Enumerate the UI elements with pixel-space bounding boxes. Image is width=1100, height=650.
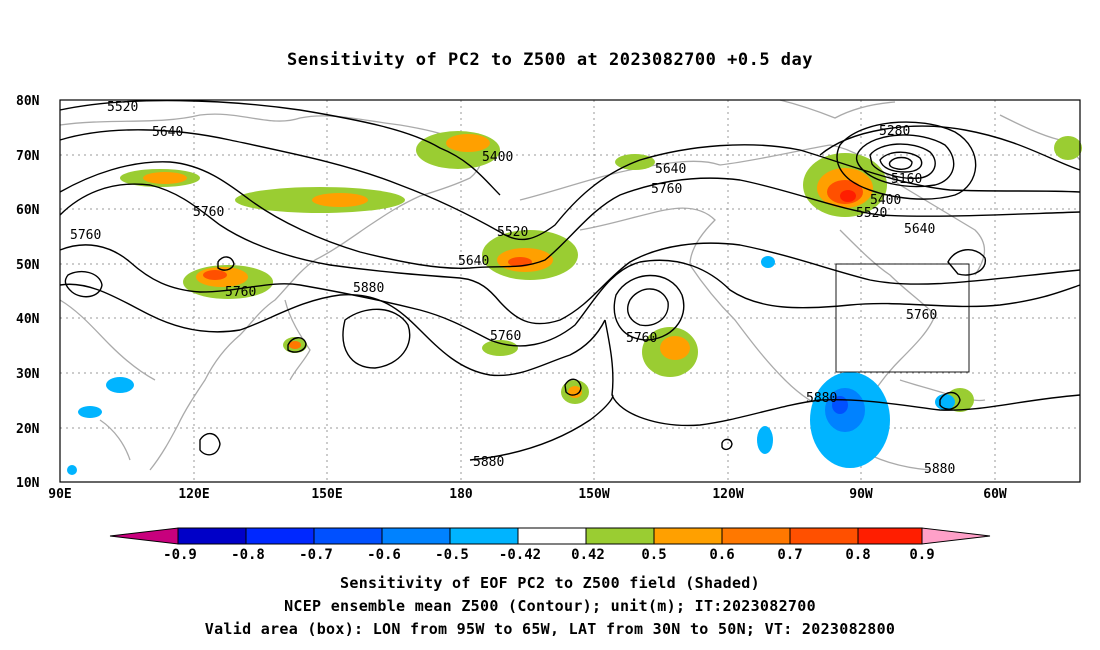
colorbar-segment	[313, 527, 383, 545]
contour-label: 5880	[353, 281, 384, 296]
lon-tick-label: 90E	[48, 487, 71, 502]
colorbar-high-extend	[921, 527, 991, 545]
lat-tick-label: 70N	[16, 149, 40, 164]
colorbar-tick-label: -0.5	[435, 547, 469, 563]
colorbar-tick-label: 0.6	[709, 547, 734, 563]
lat-tick-label: 50N	[16, 258, 40, 273]
lat-tick-label: 80N	[16, 94, 40, 109]
colorbar-segment	[381, 527, 451, 545]
contour-label: 5160	[891, 172, 922, 187]
contour-label: 5760	[906, 308, 937, 323]
caption-line-1: Sensitivity of EOF PC2 to Z500 field (Sh…	[340, 574, 760, 592]
contour-label: 5640	[152, 125, 183, 140]
contour-label: 5760	[193, 205, 224, 220]
lon-tick-label: 60W	[983, 487, 1007, 502]
contour-label: 5400	[870, 193, 901, 208]
contour-label: 5520	[497, 225, 528, 240]
contour-label: 5280	[879, 124, 910, 139]
lat-tick-label: 40N	[16, 312, 40, 327]
contour-label: 5520	[107, 100, 138, 115]
caption-line-3: Valid area (box): LON from 95W to 65W, L…	[204, 620, 896, 638]
colorbar-segment	[585, 527, 655, 545]
lat-tick-label: 60N	[16, 203, 40, 218]
colorbar: -0.9 -0.8 -0.7 -0.6 -0.5 -0.42 0.42 0.5 …	[109, 527, 991, 563]
lon-tick-label: 150E	[311, 487, 342, 502]
contour-label: 5760	[626, 331, 657, 346]
contour-label: 5520	[856, 206, 887, 221]
colorbar-segment	[789, 527, 859, 545]
colorbar-tick-label: -0.9	[163, 547, 197, 563]
lat-tick-label: 30N	[16, 367, 40, 382]
lon-tick-label: 120E	[178, 487, 209, 502]
contour-label: 5400	[482, 150, 513, 165]
colorbar-segment	[177, 527, 247, 545]
caption-line-2: NCEP ensemble mean Z500 (Contour); unit(…	[284, 597, 816, 615]
colorbar-low-extend	[109, 527, 179, 545]
colorbar-tick-label: 0.9	[909, 547, 934, 563]
valid-area-box	[835, 263, 970, 373]
map-frame	[59, 99, 1081, 483]
contour-label: 5880	[473, 455, 504, 470]
longitude-axis: 90E 120E 150E 180 150W 120W 90W 60W	[48, 487, 1007, 502]
contour-label: 5640	[904, 222, 935, 237]
colorbar-segment	[449, 527, 519, 545]
contour-label: 5760	[70, 228, 101, 243]
colorbar-tick-label: -0.8	[231, 547, 265, 563]
lat-tick-label: 10N	[16, 476, 40, 491]
colorbar-tick-label: 0.5	[641, 547, 666, 563]
contour-label: 5640	[655, 162, 686, 177]
contour-label: 5760	[490, 329, 521, 344]
colorbar-segment	[857, 527, 923, 545]
contour-label: 5880	[806, 391, 837, 406]
colorbar-segment	[653, 527, 723, 545]
contour-labels: 5520 5640 5760 5760 5760 5880 5400 5520 …	[70, 100, 955, 477]
colorbar-tick-label: 0.42	[571, 547, 605, 563]
colorbar-segment	[517, 527, 587, 545]
latitude-axis: 80N 70N 60N 50N 40N 30N 20N 10N	[16, 94, 40, 491]
colorbar-segment	[245, 527, 315, 545]
colorbar-tick-label: -0.7	[299, 547, 333, 563]
contour-label: 5640	[458, 254, 489, 269]
contour-label: 5760	[651, 182, 682, 197]
lon-tick-label: 90W	[849, 487, 873, 502]
colorbar-tick-label: -0.42	[499, 547, 541, 563]
contour-label: 5880	[924, 462, 955, 477]
colorbar-tick-label: 0.8	[845, 547, 870, 563]
colorbar-tick-label: -0.6	[367, 547, 401, 563]
contour-label: 5760	[225, 285, 256, 300]
z500-contours	[59, 99, 1081, 461]
sensitivity-shading	[67, 131, 1082, 475]
colorbar-segment	[721, 527, 791, 545]
lon-tick-label: 180	[449, 487, 473, 502]
lon-tick-label: 150W	[578, 487, 609, 502]
colorbar-tick-label: 0.7	[777, 547, 802, 563]
lon-tick-label: 120W	[712, 487, 743, 502]
lat-tick-label: 20N	[16, 422, 40, 437]
plot-title: Sensitivity of PC2 to Z500 at 2023082700…	[286, 50, 813, 70]
